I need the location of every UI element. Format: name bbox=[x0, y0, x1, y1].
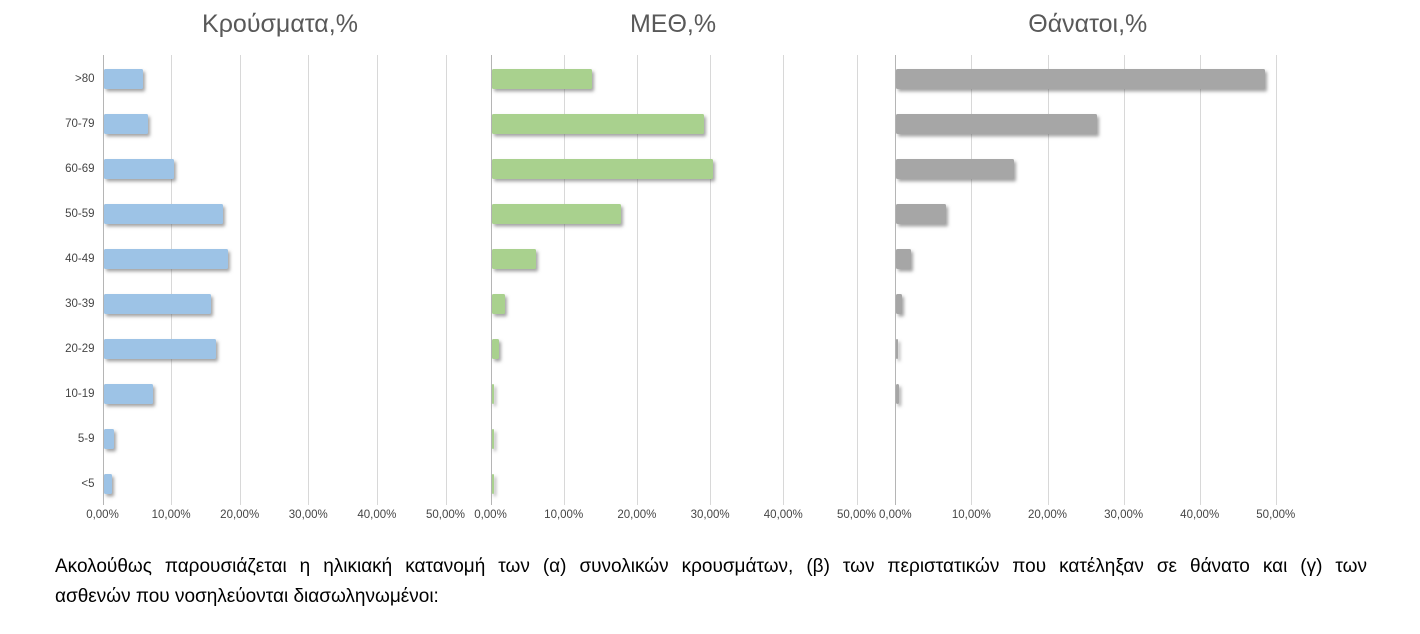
gridline bbox=[239, 55, 241, 505]
bar->80 bbox=[103, 69, 143, 89]
x-tick-label: 30,00% bbox=[1104, 509, 1144, 521]
value-axis-line bbox=[102, 55, 104, 505]
x-tick-label: 10,00% bbox=[951, 509, 991, 521]
category-label: 30-39 bbox=[65, 298, 95, 310]
bar-10-19 bbox=[103, 384, 153, 404]
bar-5-9 bbox=[491, 429, 495, 449]
gridline bbox=[971, 55, 973, 505]
bar-70-79 bbox=[896, 114, 1098, 134]
x-tick-label: 0,00% bbox=[86, 509, 119, 521]
bar-<5 bbox=[103, 474, 112, 494]
x-tick-label: 50,00% bbox=[836, 509, 876, 521]
gridline bbox=[1047, 55, 1049, 505]
bar-70-79 bbox=[103, 114, 149, 134]
bar-60-69 bbox=[491, 159, 714, 179]
value-axis-line bbox=[895, 55, 897, 505]
bar-20-29 bbox=[103, 339, 216, 359]
bar-60-69 bbox=[896, 159, 1015, 179]
chart-title: Θάνατοι,% bbox=[1028, 10, 1148, 38]
bar-10-19 bbox=[491, 384, 495, 404]
gridline bbox=[308, 55, 310, 505]
category-label: >80 bbox=[74, 73, 95, 85]
bar-30-39 bbox=[491, 294, 505, 314]
gridline bbox=[445, 55, 447, 505]
category-label: 10-19 bbox=[65, 388, 95, 400]
gridline bbox=[1275, 55, 1277, 505]
x-tick-label: 20,00% bbox=[617, 509, 657, 521]
category-label: 5-9 bbox=[77, 433, 95, 445]
value-axis-line bbox=[490, 55, 492, 505]
bar-70-79 bbox=[491, 114, 704, 134]
x-tick-label: 40,00% bbox=[357, 509, 397, 521]
chart-title: Κρούσματα,% bbox=[202, 10, 358, 38]
bar-30-39 bbox=[896, 294, 903, 314]
category-label: 20-29 bbox=[65, 343, 95, 355]
gridline bbox=[376, 55, 378, 505]
bar-10-19 bbox=[896, 384, 899, 404]
bar->80 bbox=[491, 69, 592, 89]
x-tick-label: 40,00% bbox=[763, 509, 803, 521]
bar-30-39 bbox=[103, 294, 212, 314]
x-tick-label: 20,00% bbox=[220, 509, 260, 521]
x-tick-label: 10,00% bbox=[151, 509, 191, 521]
caption: Ακολούθως παρουσιάζεται η ηλικιακή καταν… bbox=[55, 552, 1367, 612]
gridline bbox=[563, 55, 565, 505]
x-tick-label: 0,00% bbox=[474, 509, 507, 521]
x-tick-label: 50,00% bbox=[1256, 509, 1296, 521]
x-tick-label: 0,00% bbox=[878, 509, 912, 521]
x-tick-label: 10,00% bbox=[544, 509, 584, 521]
gridline bbox=[636, 55, 638, 505]
gridline bbox=[856, 55, 858, 505]
category-label: 50-59 bbox=[65, 208, 95, 220]
category-label: 70-79 bbox=[65, 118, 95, 130]
bar-<5 bbox=[491, 474, 495, 494]
category-label: 60-69 bbox=[65, 163, 95, 175]
gridline bbox=[171, 55, 173, 505]
x-tick-label: 20,00% bbox=[1027, 509, 1067, 521]
category-label: <5 bbox=[81, 478, 95, 490]
bar-40-49 bbox=[103, 249, 229, 269]
bar-5-9 bbox=[103, 429, 114, 449]
bar-40-49 bbox=[896, 249, 911, 269]
bar->80 bbox=[896, 69, 1265, 89]
caption-line-1: Ακολούθως παρουσιάζεται η ηλικιακή καταν… bbox=[55, 556, 1367, 577]
bar-50-59 bbox=[491, 204, 622, 224]
x-tick-label: 50,00% bbox=[425, 509, 465, 521]
gridline bbox=[1123, 55, 1125, 505]
gridline bbox=[710, 55, 712, 505]
gridline bbox=[1199, 55, 1201, 505]
caption-line-2: ασθενών που νοσηλεύονται διασωληνωμένοι: bbox=[55, 586, 439, 607]
bar-40-49 bbox=[491, 249, 537, 269]
bar-20-29 bbox=[896, 339, 898, 359]
x-tick-label: 30,00% bbox=[288, 509, 328, 521]
gridline bbox=[783, 55, 785, 505]
bar-60-69 bbox=[103, 159, 175, 179]
bar-50-59 bbox=[103, 204, 223, 224]
x-tick-label: 30,00% bbox=[690, 509, 730, 521]
bar-50-59 bbox=[896, 204, 947, 224]
x-tick-label: 40,00% bbox=[1180, 509, 1220, 521]
bar-20-29 bbox=[491, 339, 499, 359]
category-label: 40-49 bbox=[65, 253, 95, 265]
chart-title: ΜΕΘ,% bbox=[629, 10, 717, 38]
